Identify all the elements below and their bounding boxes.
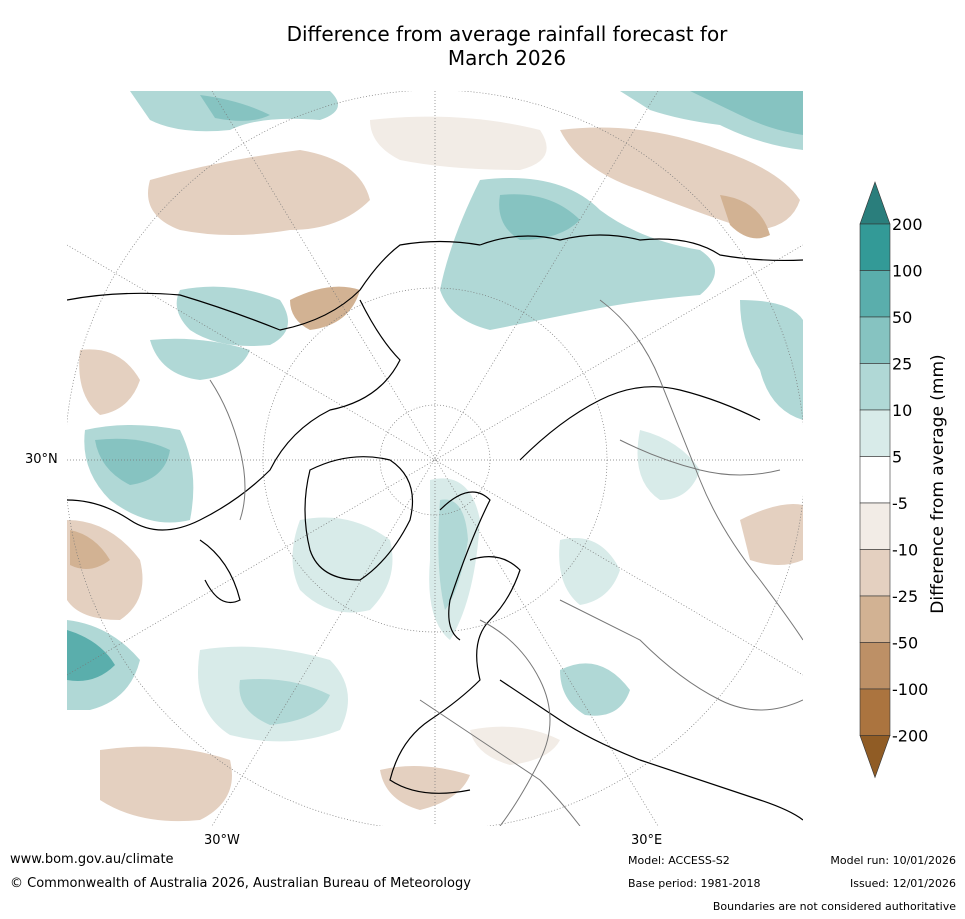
colorbar-tick-label: 10 (892, 401, 912, 420)
colorbar-swatches (859, 181, 891, 779)
colorbar-band (859, 316, 891, 364)
lat-label-30n: 30°N (25, 452, 58, 467)
country-boundaries (209, 299, 803, 826)
colorbar-tick-label: -50 (892, 634, 918, 653)
title-line-2: March 2026 (447, 46, 567, 70)
colorbar-tick-label: -200 (892, 727, 928, 746)
title-line-1: Difference from average rainfall forecas… (286, 22, 728, 46)
colorbar-extend-bottom (859, 735, 891, 779)
colorbar-tick-label: -5 (892, 494, 908, 513)
colorbar-extend-top (859, 181, 891, 225)
colorbar-tick-label: -100 (892, 680, 928, 699)
colorbar-tick-label: 5 (892, 448, 902, 467)
footer-model-run: Model run: 10/01/2026 (830, 854, 956, 867)
colorbar-band (859, 223, 891, 271)
coastlines (67, 234, 803, 821)
colorbar-band (859, 363, 891, 411)
colorbar-band (859, 642, 891, 690)
footer-model: Model: ACCESS-S2 (628, 854, 730, 867)
colorbar: 200 100 50 25 10 5 -5 -10 -25 -50 -100 -200 (859, 181, 928, 779)
wet-anomaly-areas (67, 91, 803, 742)
colorbar-title: Difference from average (mm) (928, 354, 948, 614)
colorbar-band (859, 502, 891, 550)
colorbar-tick-label: -25 (892, 587, 918, 606)
colorbar-tick-label: 25 (892, 355, 912, 374)
footer-copyright: © Commonwealth of Australia 2026, Austra… (10, 876, 471, 891)
colorbar-tick-label: 50 (892, 308, 912, 327)
colorbar-labels: 200 100 50 25 10 5 -5 -10 -25 -50 -100 -200 (892, 215, 928, 746)
graticule (67, 91, 803, 826)
colorbar-band (859, 456, 891, 504)
colorbar-band (859, 688, 891, 736)
lon-label-30w: 30°W (204, 833, 240, 848)
footer-issued: Issued: 12/01/2026 (849, 877, 956, 890)
colorbar-band (859, 595, 891, 643)
map-canvas (67, 91, 803, 826)
lon-label-30e: 30°E (631, 833, 663, 848)
colorbar-band (859, 270, 891, 318)
colorbar-band (859, 549, 891, 597)
footer-disclaimer: Boundaries are not considered authoritat… (712, 900, 956, 913)
colorbar-tick-label: 100 (892, 262, 923, 281)
chart-title: Difference from average rainfall forecas… (207, 22, 807, 70)
footer-website: www.bom.gov.au/climate (10, 852, 174, 867)
colorbar-tick-label: -10 (892, 541, 918, 560)
footer-base-period: Base period: 1981-2018 (628, 877, 761, 890)
colorbar-band (859, 409, 891, 457)
colorbar-tick-label: 200 (892, 215, 923, 234)
